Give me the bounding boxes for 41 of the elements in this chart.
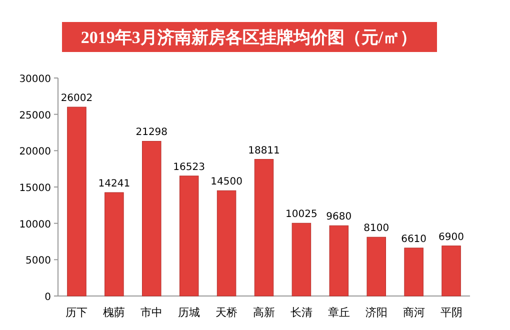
bar [104,192,124,296]
x-tick-label: 平阴 [440,306,462,319]
y-tick-label: 15000 [19,183,51,194]
x-tick-label: 历城 [178,306,200,319]
x-tick-label: 历下 [66,306,88,319]
data-label: 6900 [438,232,464,243]
y-tick-label: 0 [44,292,51,303]
data-label: 26002 [60,93,93,104]
data-label: 14500 [210,176,242,188]
bar [142,140,162,296]
y-tick-label: 30000 [19,74,51,85]
bar [216,190,236,296]
x-tick-label: 高新 [253,306,275,319]
data-label: 21298 [136,127,168,138]
y-tick-label: 25000 [19,110,51,122]
x-tick-label: 槐荫 [103,306,126,319]
bar [329,225,349,296]
y-tick-label: 5000 [26,256,51,267]
bar [67,106,86,296]
y-tick-label: 20000 [19,146,51,158]
bar [254,159,274,296]
data-label: 18811 [248,145,280,156]
bar [366,236,386,296]
bar [179,176,199,296]
bar [404,248,424,296]
x-tick-label: 市中 [140,306,163,319]
data-label: 16523 [173,162,205,173]
x-tick-label: 商河 [402,306,425,319]
bar [442,246,461,296]
x-tick-label: 长清 [290,306,312,319]
y-tick-label: 10000 [19,219,51,230]
data-label: 8100 [364,223,390,234]
data-label: 6610 [401,234,427,245]
chart-title: 2019年3月济南新房各区挂牌均价图（元/㎡） [80,28,418,47]
bar [292,222,312,296]
x-tick-label: 济阳 [365,306,388,319]
x-tick-label: 章丘 [328,306,350,319]
x-tick-label: 天桥 [216,306,238,319]
data-label: 14241 [98,178,130,190]
data-label: 10025 [286,209,318,220]
data-label: 9680 [326,212,352,223]
